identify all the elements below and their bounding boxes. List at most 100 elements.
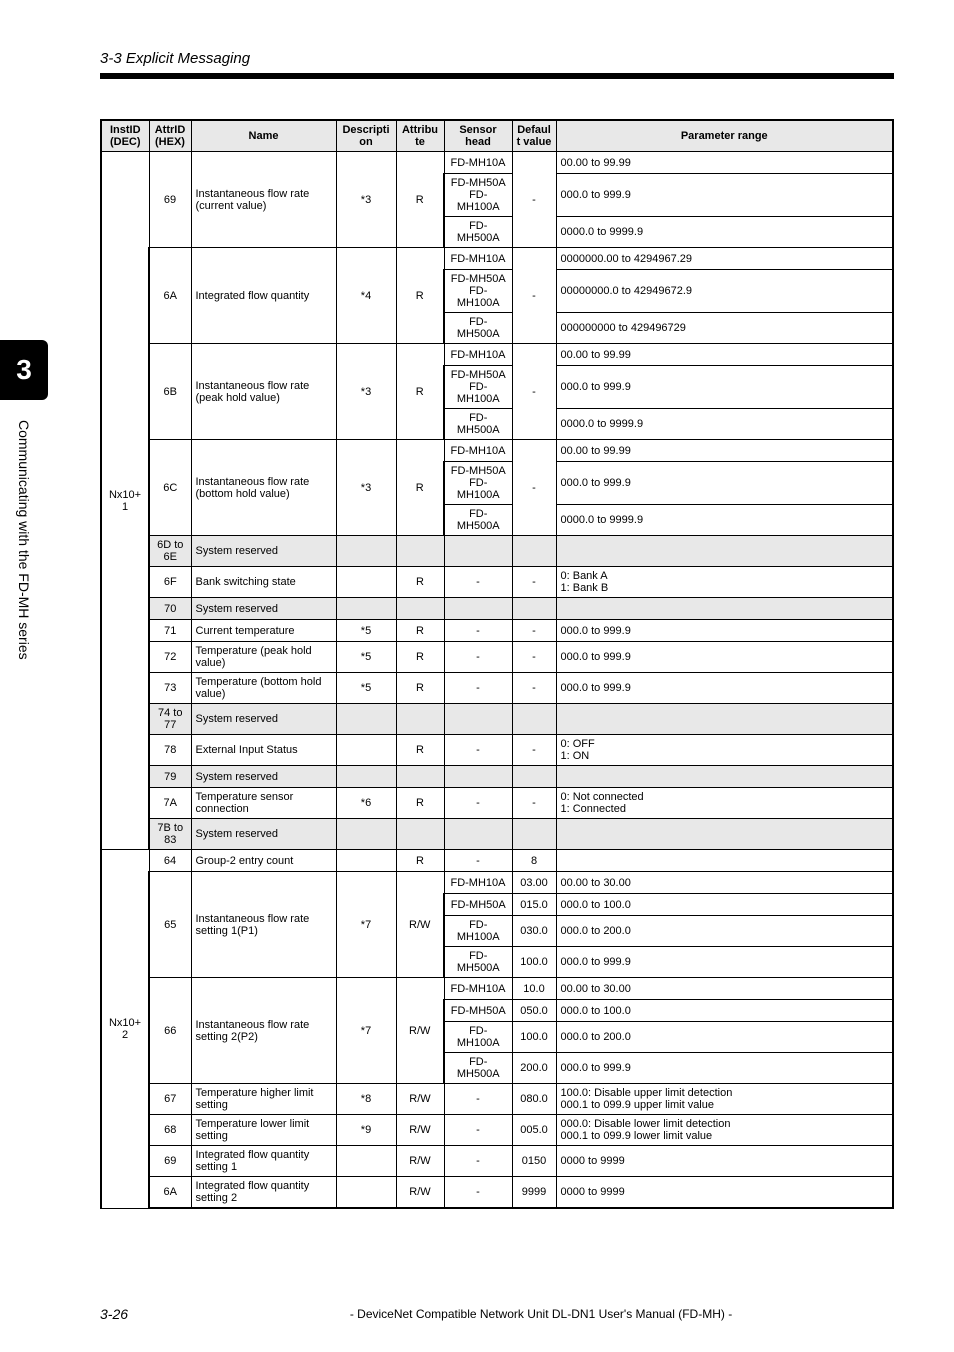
table-cell: - xyxy=(512,567,556,598)
table-cell: FD-MH500A xyxy=(444,409,512,440)
table-row: 66Instantaneous flow rate setting 2(P2)*… xyxy=(101,978,893,1000)
table-cell: 79 xyxy=(149,766,191,788)
table-cell: Integrated flow quantity setting 1 xyxy=(191,1146,336,1177)
table-cell: 000.0 to 200.0 xyxy=(556,1022,893,1053)
table-cell: *5 xyxy=(336,642,396,673)
table-cell xyxy=(396,766,444,788)
table-row: 6FBank switching stateR--0: Bank A1: Ban… xyxy=(101,567,893,598)
table-row: 72Temperature (peak hold value)*5R--000.… xyxy=(101,642,893,673)
table-cell: *5 xyxy=(336,620,396,642)
table-row: 6AIntegrated flow quantity*4RFD-MH10A-00… xyxy=(101,248,893,270)
table-cell: 000.0 to 100.0 xyxy=(556,894,893,916)
table-cell: FD-MH10A xyxy=(444,152,512,174)
table-cell: - xyxy=(444,735,512,766)
table-cell: R xyxy=(396,850,444,872)
table-cell: 6A xyxy=(149,248,191,344)
table-cell: 00.00 to 99.99 xyxy=(556,440,893,462)
table-cell: FD-MH10A xyxy=(444,440,512,462)
table-cell: 000.0 to 999.9 xyxy=(556,462,893,505)
table-cell: *9 xyxy=(336,1115,396,1146)
table-cell: 65 xyxy=(149,872,191,978)
table-cell: 69 xyxy=(149,1146,191,1177)
table-row: 78External Input StatusR--0: OFF1: ON xyxy=(101,735,893,766)
table-cell: System reserved xyxy=(191,819,336,850)
table-cell xyxy=(444,536,512,567)
table-cell: - xyxy=(512,248,556,344)
page-footer: 3-26 - DeviceNet Compatible Network Unit… xyxy=(0,1306,954,1322)
table-cell xyxy=(336,704,396,735)
table-cell: 6B xyxy=(149,344,191,440)
table-cell: 050.0 xyxy=(512,1000,556,1022)
chapter-label: Communicating with the FD-MH series xyxy=(16,420,32,660)
table-cell xyxy=(512,704,556,735)
table-row: 73Temperature (bottom hold value)*5R--00… xyxy=(101,673,893,704)
table-cell: *6 xyxy=(336,788,396,819)
table-cell: R/W xyxy=(396,978,444,1084)
table-cell: FD-MH50A xyxy=(444,1000,512,1022)
table-cell: - xyxy=(512,673,556,704)
table-cell: 080.0 xyxy=(512,1084,556,1115)
page-number: 3-26 xyxy=(100,1306,128,1322)
table-cell xyxy=(512,598,556,620)
table-cell: 00.00 to 99.99 xyxy=(556,344,893,366)
table-cell: Temperature (peak hold value) xyxy=(191,642,336,673)
table-row: 6AIntegrated flow quantity setting 2R/W-… xyxy=(101,1177,893,1209)
table-cell: *5 xyxy=(336,673,396,704)
table-row: 68Temperature lower limit setting*9R/W-0… xyxy=(101,1115,893,1146)
table-cell: Instantaneous flow rate (bottom hold val… xyxy=(191,440,336,536)
table-cell: 0000.0 to 9999.9 xyxy=(556,217,893,248)
parameter-table: InstID (DEC) AttrID (HEX) Name Descripti… xyxy=(100,119,894,1209)
table-cell: Bank switching state xyxy=(191,567,336,598)
table-cell: 0000 to 9999 xyxy=(556,1177,893,1209)
table-cell: R/W xyxy=(396,1146,444,1177)
table-cell: R xyxy=(396,567,444,598)
table-cell xyxy=(336,850,396,872)
table-cell: R xyxy=(396,344,444,440)
table-cell: 66 xyxy=(149,978,191,1084)
table-cell: *4 xyxy=(336,248,396,344)
section-title: 3-3 Explicit Messaging xyxy=(100,50,894,67)
table-cell: 0000.0 to 9999.9 xyxy=(556,409,893,440)
table-cell xyxy=(512,766,556,788)
table-row: 70System reserved xyxy=(101,598,893,620)
table-cell: FD-MH50A FD-MH100A xyxy=(444,174,512,217)
table-cell: 000.0 to 999.9 xyxy=(556,947,893,978)
table-cell xyxy=(556,536,893,567)
table-row: 6D to 6ESystem reserved xyxy=(101,536,893,567)
table-cell: 015.0 xyxy=(512,894,556,916)
table-cell: Nx10+2 xyxy=(101,850,149,1209)
table-cell xyxy=(512,536,556,567)
table-cell: 030.0 xyxy=(512,916,556,947)
table-cell: FD-MH500A xyxy=(444,313,512,344)
table-cell: R xyxy=(396,788,444,819)
table-cell: 200.0 xyxy=(512,1053,556,1084)
table-cell: 03.00 xyxy=(512,872,556,894)
table-cell xyxy=(396,598,444,620)
table-cell: - xyxy=(512,152,556,248)
table-cell: 78 xyxy=(149,735,191,766)
table-cell: Nx10+1 xyxy=(101,152,149,850)
table-cell xyxy=(396,536,444,567)
table-cell: Integrated flow quantity xyxy=(191,248,336,344)
table-cell xyxy=(336,536,396,567)
table-cell: Group-2 entry count xyxy=(191,850,336,872)
table-cell: - xyxy=(444,1084,512,1115)
table-cell: 00000000.0 to 42949672.9 xyxy=(556,270,893,313)
table-cell xyxy=(336,766,396,788)
side-tab: 3 Communicating with the FD-MH series xyxy=(0,340,48,660)
table-cell: FD-MH50A FD-MH100A xyxy=(444,462,512,505)
table-cell: 6D to 6E xyxy=(149,536,191,567)
table-cell: 100.0 xyxy=(512,947,556,978)
table-cell: FD-MH500A xyxy=(444,217,512,248)
th-range: Parameter range xyxy=(556,120,893,152)
table-cell: 00.00 to 30.00 xyxy=(556,872,893,894)
table-cell: Temperature lower limit setting xyxy=(191,1115,336,1146)
th-attribute: Attribute xyxy=(396,120,444,152)
table-cell: 64 xyxy=(149,850,191,872)
table-cell xyxy=(444,819,512,850)
table-cell: 000.0 to 999.9 xyxy=(556,366,893,409)
th-name: Name xyxy=(191,120,336,152)
table-cell: System reserved xyxy=(191,766,336,788)
table-cell: *3 xyxy=(336,440,396,536)
table-cell: 0150 xyxy=(512,1146,556,1177)
